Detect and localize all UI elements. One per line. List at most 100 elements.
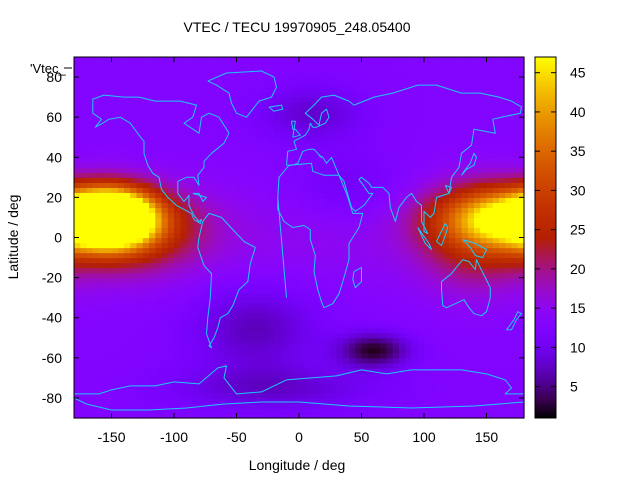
heatmap-cell xyxy=(255,77,263,83)
heatmap-cell xyxy=(449,167,456,173)
heatmap-cell xyxy=(280,137,288,143)
heatmap-cell xyxy=(192,162,200,168)
heatmap-cell xyxy=(274,392,281,399)
heatmap-cell xyxy=(261,282,269,289)
heatmap-cell xyxy=(474,322,481,329)
heatmap-cell xyxy=(211,247,219,254)
heatmap-cell xyxy=(86,322,94,329)
heatmap-cell xyxy=(380,357,388,364)
heatmap-cell xyxy=(174,147,181,153)
heatmap-cell xyxy=(311,122,319,128)
heatmap-cell xyxy=(224,402,231,409)
heatmap-cell xyxy=(517,307,525,314)
heatmap-cell xyxy=(430,167,438,173)
heatmap-cell xyxy=(192,362,200,369)
heatmap-cell xyxy=(111,102,119,108)
heatmap-cell xyxy=(330,227,338,234)
heatmap-cell xyxy=(292,172,300,178)
heatmap-cell xyxy=(317,257,325,264)
heatmap-cell xyxy=(480,97,488,103)
heatmap-cell xyxy=(230,327,238,334)
heatmap-cell xyxy=(136,177,144,183)
heatmap-cell xyxy=(392,237,400,244)
heatmap-cell xyxy=(361,77,369,83)
heatmap-cell xyxy=(155,197,163,203)
heatmap-cell xyxy=(249,262,256,269)
heatmap-cell xyxy=(130,182,138,188)
heatmap-cell xyxy=(111,147,119,153)
heatmap-cell xyxy=(105,82,113,88)
heatmap-cell xyxy=(286,267,294,274)
heatmap-cell xyxy=(486,192,494,198)
heatmap-cell xyxy=(330,327,338,334)
heatmap-cell xyxy=(336,282,344,289)
heatmap-cell xyxy=(192,112,200,118)
heatmap-cell xyxy=(117,112,125,118)
heatmap-cell xyxy=(274,377,281,384)
heatmap-cell xyxy=(480,87,488,93)
heatmap-cell xyxy=(424,152,431,158)
heatmap-cell xyxy=(180,92,188,98)
heatmap-cell xyxy=(80,287,88,294)
heatmap-cell xyxy=(211,242,219,249)
heatmap-cell xyxy=(174,77,181,83)
heatmap-cell xyxy=(474,332,481,339)
heatmap-cell xyxy=(117,387,125,394)
heatmap-cell xyxy=(224,307,231,314)
heatmap-cell xyxy=(299,192,306,198)
heatmap-cell xyxy=(349,337,356,344)
heatmap-cell xyxy=(324,142,331,148)
heatmap-cell xyxy=(217,337,225,344)
heatmap-cell xyxy=(199,272,206,279)
heatmap-cell xyxy=(399,357,406,364)
heatmap-cell xyxy=(124,197,131,203)
heatmap-cell xyxy=(174,402,181,409)
heatmap-cell xyxy=(367,107,375,113)
heatmap-cell xyxy=(330,182,338,188)
heatmap-cell xyxy=(267,122,275,128)
heatmap-cell xyxy=(130,152,138,158)
heatmap-cell xyxy=(349,342,356,349)
heatmap-cell xyxy=(461,412,469,419)
heatmap-cell xyxy=(455,187,463,193)
heatmap-cell xyxy=(349,322,356,329)
heatmap-cell xyxy=(199,87,206,93)
heatmap-cell xyxy=(167,202,175,209)
heatmap-cell xyxy=(174,307,181,314)
heatmap-cell xyxy=(349,147,356,153)
heatmap-cell xyxy=(99,317,106,324)
heatmap-cell xyxy=(467,382,475,389)
heatmap-cell xyxy=(242,187,250,193)
heatmap-cell xyxy=(486,397,494,404)
heatmap-cell xyxy=(105,362,113,369)
heatmap-cell xyxy=(355,292,363,299)
heatmap-cell xyxy=(336,332,344,339)
heatmap-cell xyxy=(411,282,419,289)
heatmap-cell xyxy=(86,397,94,404)
heatmap-cell xyxy=(180,132,188,138)
heatmap-cell xyxy=(86,372,94,379)
heatmap-cell xyxy=(186,87,194,93)
heatmap-cell xyxy=(99,192,106,198)
heatmap-cell xyxy=(436,377,444,384)
heatmap-cell xyxy=(117,412,125,419)
heatmap-cell xyxy=(105,337,113,344)
heatmap-cell xyxy=(374,162,381,168)
heatmap-cell xyxy=(411,277,419,284)
heatmap-cell xyxy=(386,127,394,133)
heatmap-cell xyxy=(336,377,344,384)
heatmap-cell xyxy=(130,407,138,414)
heatmap-cell xyxy=(211,407,219,414)
heatmap-cell xyxy=(324,287,331,294)
heatmap-cell xyxy=(211,167,219,173)
heatmap-cell xyxy=(199,267,206,274)
heatmap-cell xyxy=(261,252,269,259)
heatmap-cell xyxy=(286,412,294,419)
heatmap-cell xyxy=(142,287,150,294)
heatmap-cell xyxy=(380,407,388,414)
heatmap-cell xyxy=(205,132,213,138)
heatmap-cell xyxy=(74,172,81,178)
heatmap-cell xyxy=(399,412,406,419)
heatmap-cell xyxy=(130,327,138,334)
heatmap-cell xyxy=(192,312,200,319)
